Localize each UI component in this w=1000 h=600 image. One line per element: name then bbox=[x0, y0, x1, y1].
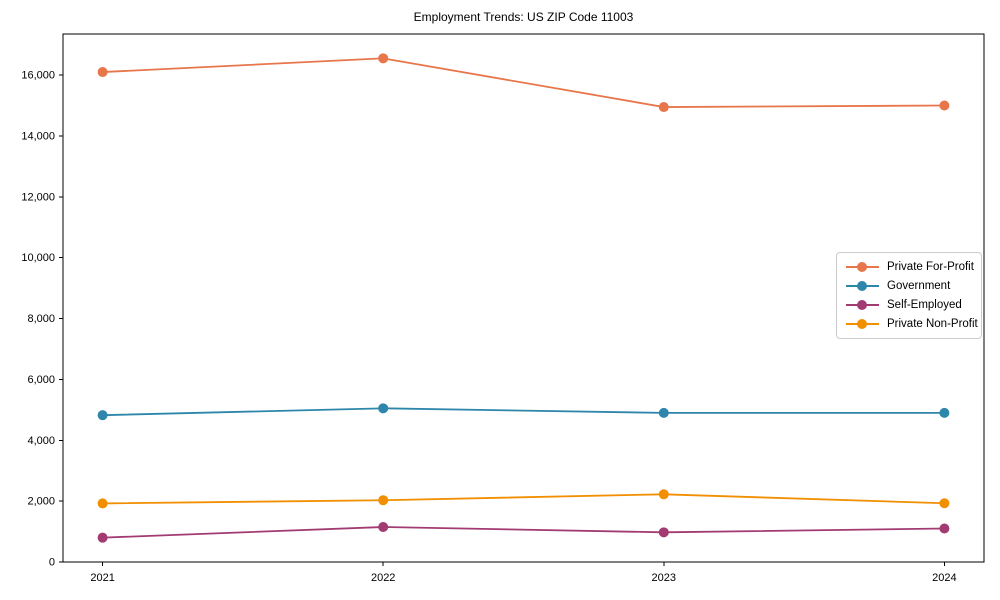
data-point-marker bbox=[378, 403, 389, 414]
series-line bbox=[102, 493, 945, 505]
legend-label: Self-Employed bbox=[887, 299, 962, 311]
legend-line-marker-icon bbox=[846, 319, 879, 329]
legend-label: Government bbox=[887, 280, 951, 292]
y-axis-tick-label: 10,000 bbox=[21, 252, 55, 264]
legend-entry: Private Non-Profit bbox=[846, 318, 978, 330]
y-axis-tick-label: 14,000 bbox=[21, 130, 55, 142]
series-line bbox=[102, 526, 945, 539]
y-axis-tick-label: 6,000 bbox=[27, 374, 55, 386]
data-point-marker bbox=[378, 495, 389, 506]
data-point-marker bbox=[658, 527, 669, 538]
x-axis-tick-label: 2024 bbox=[932, 572, 956, 584]
legend-entry: Private For-Profit bbox=[846, 261, 974, 273]
y-axis-tick-label: 12,000 bbox=[21, 191, 55, 203]
legend-label: Private Non-Profit bbox=[887, 318, 978, 330]
data-point-marker bbox=[378, 522, 389, 533]
y-axis-tick-label: 0 bbox=[49, 557, 55, 569]
data-point-marker bbox=[939, 407, 950, 418]
data-point-marker bbox=[378, 53, 389, 64]
data-point-marker bbox=[658, 489, 669, 500]
data-point-marker bbox=[97, 410, 108, 421]
series-line bbox=[102, 57, 945, 108]
chart-legend: Private For-Profit Government Self-Employe… bbox=[836, 252, 982, 339]
y-axis-tick-label: 8,000 bbox=[27, 313, 55, 325]
data-point-marker bbox=[939, 498, 950, 509]
x-axis-tick-label: 2023 bbox=[652, 572, 676, 584]
y-axis-tick-label: 4,000 bbox=[27, 435, 55, 447]
legend-line-marker-icon bbox=[846, 300, 879, 310]
data-point-marker bbox=[97, 532, 108, 543]
x-axis-tick-label: 2022 bbox=[371, 572, 395, 584]
legend-line-marker-icon bbox=[846, 281, 879, 291]
legend-entry: Self-Employed bbox=[846, 299, 973, 311]
chart-title: Employment Trends: US ZIP Code 11003 bbox=[413, 10, 634, 24]
data-point-marker bbox=[97, 498, 108, 509]
data-point-marker bbox=[97, 67, 108, 78]
y-axis-tick-label: 16,000 bbox=[21, 70, 55, 82]
data-point-marker bbox=[658, 407, 669, 418]
legend-label: Private For-Profit bbox=[887, 261, 974, 273]
x-axis-tick-label: 2021 bbox=[90, 572, 114, 584]
plot-border bbox=[62, 33, 985, 563]
data-point-marker bbox=[658, 102, 669, 113]
data-point-marker bbox=[939, 100, 950, 111]
legend-line-marker-icon bbox=[846, 262, 879, 272]
y-axis-tick-label: 2,000 bbox=[27, 496, 55, 508]
series-line bbox=[102, 407, 945, 417]
legend-entry: Government bbox=[846, 280, 973, 292]
data-point-marker bbox=[939, 523, 950, 534]
